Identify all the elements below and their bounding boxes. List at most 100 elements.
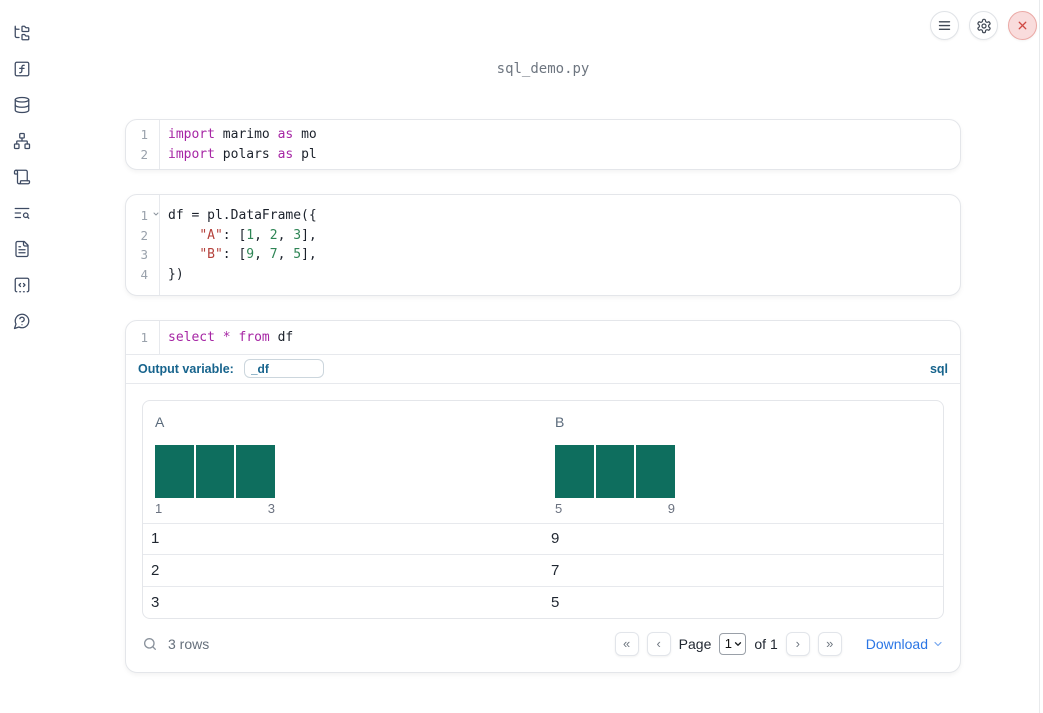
histogram-bar (555, 444, 594, 498)
next-page-button[interactable]: › (785, 631, 810, 656)
code-line[interactable]: df = pl.DataFrame({ (168, 206, 960, 226)
output-variable-label: Output variable: (138, 361, 234, 376)
line-number: 1 (126, 206, 159, 226)
line-number-gutter: 1 (126, 321, 160, 354)
code-token: * (222, 330, 231, 345)
table-row: 2 7 (143, 554, 943, 586)
row-count: 3 rows (168, 635, 210, 652)
code-token: 3 (293, 227, 302, 243)
histogram-bars (155, 444, 276, 498)
sidebar-item-variables[interactable] (13, 60, 31, 78)
sql-cell: 1 select * from df Output variable: sql … (125, 320, 961, 673)
chevron-down-icon (733, 639, 743, 649)
sidebar-item-snippets[interactable] (13, 276, 31, 294)
histogram-min-label: 1 (155, 500, 163, 516)
cell-value: 2 (151, 562, 160, 579)
line-number: 4 (140, 266, 148, 282)
sidebar-item-files[interactable] (13, 24, 31, 42)
code-token: import (168, 146, 215, 162)
line-number: 2 (140, 146, 148, 162)
column-name: A (155, 413, 165, 430)
code-token (168, 247, 199, 262)
fold-chevron-icon[interactable] (152, 210, 160, 218)
table-footer: 3 rows « ‹ Page 1 of 1 › » (142, 629, 944, 659)
code-line[interactable]: import marimo as mo (168, 125, 960, 145)
sql-code-editor[interactable]: select * from df (160, 321, 960, 354)
sidebar-item-help[interactable] (13, 312, 31, 330)
cell-value: 7 (551, 562, 560, 579)
code-editor[interactable]: import marimo as mo import polars as pl (160, 120, 960, 169)
code-line[interactable]: "A": [1, 2, 3], (168, 226, 960, 246)
gear-icon (976, 18, 992, 34)
code-line[interactable]: }) (168, 265, 960, 285)
sidebar-item-dependencies[interactable] (13, 132, 31, 150)
code-token: df = pl.DataFrame({ (168, 208, 317, 223)
search-icon[interactable] (142, 636, 158, 652)
code-token: polars (214, 146, 278, 162)
scroll-icon (13, 168, 31, 186)
sql-output-area: A 1 3 B (126, 384, 960, 672)
code-token: from (238, 330, 270, 345)
code-line[interactable]: import polars as pl (168, 145, 960, 165)
notebook-menu-button[interactable] (930, 11, 959, 40)
text-search-icon (13, 204, 31, 222)
prev-page-button[interactable]: ‹ (646, 631, 671, 656)
file-text-icon (13, 240, 31, 258)
code-token: 9 (246, 247, 255, 262)
language-badge: sql (929, 361, 948, 376)
line-number: 1 (140, 127, 148, 142)
sidebar-item-logs[interactable] (13, 204, 31, 222)
column-header-a[interactable]: A 1 3 (143, 401, 543, 523)
shutdown-button[interactable] (1008, 11, 1037, 40)
settings-button[interactable] (969, 11, 998, 40)
histogram-min-label: 5 (555, 500, 563, 516)
sidebar-item-datasources[interactable] (13, 96, 31, 114)
table-row: 1 9 (143, 522, 943, 555)
line-number: 1 (140, 330, 148, 345)
code-editor[interactable]: df = pl.DataFrame({ "A": [1, 2, 3], "B":… (160, 195, 960, 295)
column-name: B (555, 413, 565, 430)
histogram-bar (636, 444, 676, 498)
code-token: marimo (214, 127, 278, 142)
page-label: Page (678, 635, 712, 652)
help-bubble-icon (13, 312, 31, 330)
code-token: mo (293, 127, 317, 142)
histogram-axis-labels: 5 9 (555, 501, 675, 516)
network-graph-icon (13, 132, 31, 150)
sidebar-item-tracebacks[interactable] (13, 168, 31, 186)
sql-meta-row: Output variable: sql (126, 355, 960, 384)
code-token: , (254, 227, 270, 243)
code-token: import (168, 127, 215, 142)
code-square-icon (13, 276, 31, 294)
histogram-bar (155, 444, 194, 498)
code-line[interactable]: "B": [9, 7, 5], (168, 245, 960, 265)
last-page-button[interactable]: » (817, 631, 842, 656)
page-select[interactable]: 1 (719, 632, 747, 655)
hamburger-menu-icon (937, 18, 952, 33)
code-token (168, 228, 199, 243)
code-token: ], (301, 227, 317, 243)
right-edge-divider (1039, 0, 1040, 713)
histogram-axis-labels: 1 3 (155, 501, 275, 516)
chevron-down-icon (932, 638, 944, 650)
code-token: : [ (222, 247, 247, 262)
close-x-icon (1016, 19, 1029, 32)
code-token: df (269, 330, 294, 345)
histogram-bar (236, 444, 276, 498)
download-label: Download (865, 635, 928, 652)
function-square-icon (13, 60, 31, 78)
line-number: 2 (140, 227, 148, 243)
table-row: 3 5 (143, 585, 943, 618)
code-token: as (277, 127, 294, 142)
download-button[interactable]: Download (866, 636, 944, 652)
cell-value: 9 (551, 530, 560, 548)
first-page-button[interactable]: « (614, 631, 639, 656)
column-header-b[interactable]: B 5 9 (543, 401, 943, 523)
output-variable-input[interactable] (243, 359, 324, 378)
column-histogram: 1 3 (155, 444, 543, 516)
folder-tree-icon (13, 24, 31, 42)
code-line[interactable]: select * from df (168, 328, 960, 348)
line-number: 3 (140, 247, 148, 262)
sidebar-item-documentation[interactable] (13, 240, 31, 258)
